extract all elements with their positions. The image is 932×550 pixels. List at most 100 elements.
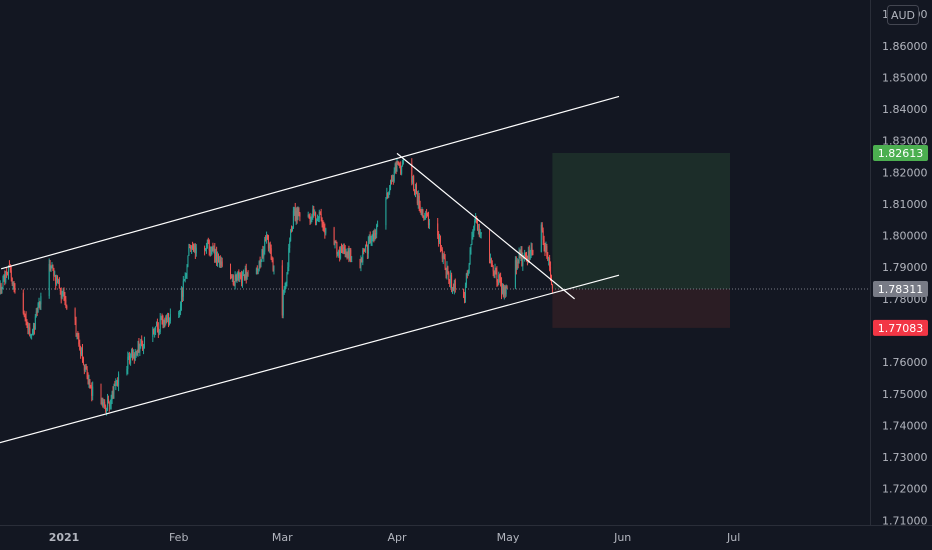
candle-body-down bbox=[58, 280, 60, 289]
candle-body-up bbox=[273, 265, 275, 270]
candle-body-up bbox=[12, 282, 14, 285]
candle-body-down bbox=[57, 277, 59, 283]
candle-body-down bbox=[240, 274, 242, 276]
y-tick-label: 1.74000 bbox=[882, 419, 928, 432]
take-profit-badge-label: 1.82613 bbox=[878, 147, 924, 160]
candle-body-down bbox=[245, 268, 247, 279]
candle-body-up bbox=[307, 214, 309, 217]
candle-body-down bbox=[157, 327, 159, 333]
candle-body-up bbox=[465, 273, 467, 286]
drawings[interactable] bbox=[0, 95, 620, 444]
candle-body-up bbox=[477, 228, 479, 230]
candle-body-down bbox=[415, 184, 417, 194]
position-zones[interactable] bbox=[552, 152, 730, 328]
candle-body-down bbox=[451, 275, 453, 289]
stop-loss-zone[interactable] bbox=[552, 289, 730, 328]
candle-body-up bbox=[183, 279, 185, 281]
candle-body-up bbox=[514, 260, 516, 288]
candle-body-up bbox=[3, 275, 5, 281]
candle-body-down bbox=[528, 250, 530, 260]
stop-loss-badge bbox=[873, 319, 928, 336]
candle-body-down bbox=[497, 282, 499, 284]
candle-body-up bbox=[130, 356, 132, 364]
candle-body-up bbox=[56, 277, 58, 285]
candle-body-up bbox=[242, 275, 244, 284]
candle-body-up bbox=[268, 244, 270, 249]
candle-body-down bbox=[444, 258, 446, 268]
candle-body-up bbox=[127, 356, 129, 369]
candle-body-up bbox=[389, 189, 391, 193]
candle-body-up bbox=[290, 230, 292, 241]
candle-body-down bbox=[324, 228, 326, 234]
candle-body-down bbox=[515, 260, 517, 270]
candle-body-up bbox=[291, 227, 293, 232]
candle-body-up bbox=[446, 266, 448, 274]
descending-trendline-line[interactable] bbox=[396, 152, 575, 300]
candle-body-down bbox=[55, 275, 57, 285]
candle-body-down bbox=[547, 256, 549, 261]
y-tick-label: 1.72000 bbox=[882, 483, 928, 496]
candle-body-down bbox=[422, 209, 424, 218]
y-tick-label: 1.83000 bbox=[882, 135, 928, 148]
candle-body-up bbox=[442, 255, 444, 259]
candle-body-down bbox=[105, 405, 107, 411]
channel-upper-line[interactable] bbox=[0, 95, 620, 270]
candle-body-up bbox=[314, 212, 316, 216]
candle-body-down bbox=[9, 266, 11, 271]
candle-body-up bbox=[527, 250, 529, 261]
candle-body-down bbox=[341, 248, 343, 253]
candle-body-down bbox=[502, 284, 504, 296]
candle-body-down bbox=[322, 224, 324, 226]
candle-body-down bbox=[489, 232, 490, 262]
candle-body-down bbox=[108, 403, 110, 407]
candle-body-up bbox=[412, 176, 414, 183]
candle-body-up bbox=[159, 318, 161, 332]
candle-body-down bbox=[114, 385, 116, 387]
time-axis[interactable]: 2021 Feb Mar Apr May Jun Jul bbox=[49, 531, 741, 544]
candle-body-up bbox=[325, 228, 327, 234]
currency-button[interactable]: AUD bbox=[887, 5, 919, 25]
take-profit-zone[interactable] bbox=[552, 152, 730, 290]
candle-body-down bbox=[235, 275, 237, 279]
candle-body-up bbox=[285, 283, 287, 288]
candle-body-down bbox=[544, 246, 546, 251]
candle-body-up bbox=[156, 324, 157, 327]
candle-body-up bbox=[310, 218, 312, 222]
candle-body-down bbox=[463, 288, 465, 297]
candle-body-up bbox=[101, 402, 103, 404]
channel-lower-line[interactable] bbox=[0, 274, 620, 444]
candle-body-up bbox=[479, 234, 481, 236]
candle-body-down bbox=[79, 344, 81, 350]
candle-body-down bbox=[82, 357, 84, 365]
candle-body-up bbox=[76, 333, 78, 335]
candle-body-up bbox=[239, 274, 241, 279]
candle-body-up bbox=[415, 184, 416, 194]
candle-body-down bbox=[551, 284, 553, 290]
candle-body-down bbox=[230, 277, 232, 279]
price-axis[interactable]: 1.870001.860001.850001.840001.830001.820… bbox=[882, 8, 928, 527]
candle-body-up bbox=[57, 280, 59, 283]
x-tick-label: Apr bbox=[387, 531, 407, 544]
candle-body-up bbox=[439, 238, 441, 242]
candle-body-up bbox=[371, 239, 373, 241]
candle-body-down bbox=[181, 290, 183, 297]
candle-body-down bbox=[445, 267, 447, 274]
candle-body-down bbox=[133, 354, 135, 360]
candle-body-up bbox=[185, 275, 187, 277]
candle-body-up bbox=[522, 257, 524, 266]
candle-body-down bbox=[525, 253, 527, 258]
candle-body-up bbox=[367, 241, 369, 254]
candle-body-down bbox=[49, 263, 51, 270]
candle-body-down bbox=[233, 284, 235, 286]
x-tick-label: 2021 bbox=[49, 531, 80, 544]
candle-body-down bbox=[491, 263, 493, 267]
candle-body-up bbox=[471, 237, 473, 245]
candle-body-up bbox=[32, 325, 34, 331]
candle-body-up bbox=[8, 265, 9, 275]
candle-body-down bbox=[361, 258, 363, 263]
candle-body-up bbox=[347, 251, 349, 256]
candle-body-down bbox=[504, 286, 506, 295]
candle-body-up bbox=[263, 251, 265, 257]
candle-body-down bbox=[341, 248, 342, 250]
